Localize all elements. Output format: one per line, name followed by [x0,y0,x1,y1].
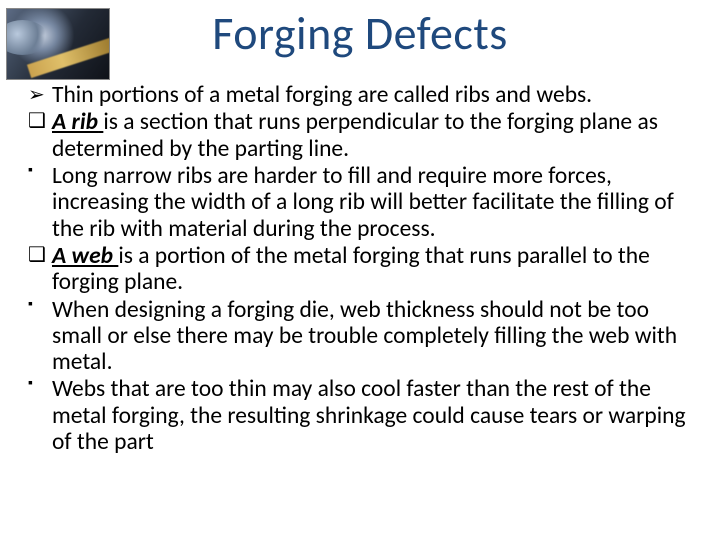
bullet-marker: ▪ [26,162,52,241]
bullet-marker: ▪ [26,375,52,454]
bullet-text-content: is a portion of the metal forging that r… [52,242,650,296]
bullet-text: Thin portions of a metal forging are cal… [52,82,704,108]
bullet-marker: ❑ [26,244,52,297]
bullet-marker: ➢ [26,84,52,110]
bullet-item: ▪Webs that are too thin may also cool fa… [26,376,704,455]
bullet-text-content: Thin portions of a metal forging are cal… [52,81,592,109]
bullet-text: Long narrow ribs are harder to fill and … [52,163,704,242]
bullet-item: ▪When designing a forging die, web thick… [26,297,704,376]
bullet-term: A web [52,242,113,270]
bullet-text: When designing a forging die, web thickn… [52,297,704,376]
slide: Forging Defects ➢Thin portions of a meta… [0,0,720,540]
bullet-text: A rib is a section that runs perpendicul… [52,109,704,162]
bullet-item: ➢Thin portions of a metal forging are ca… [26,82,704,108]
bullet-item: ❑A rib is a section that runs perpendicu… [26,109,704,162]
slide-body: ➢Thin portions of a metal forging are ca… [26,82,704,456]
bullet-item: ▪Long narrow ribs are harder to fill and… [26,163,704,242]
slide-title: Forging Defects [0,6,720,62]
bullet-text-content: Webs that are too thin may also cool fas… [52,375,686,456]
bullet-text-content: is a section that runs perpendicular to … [52,108,658,162]
bullet-marker: ❑ [26,110,52,163]
bullet-text: Webs that are too thin may also cool fas… [52,376,704,455]
bullet-text: A web is a portion of the metal forging … [52,243,704,296]
bullet-text-content: Long narrow ribs are harder to fill and … [52,162,674,243]
bullet-item: ❑A web is a portion of the metal forging… [26,243,704,296]
bullet-marker: ▪ [26,296,52,375]
bullet-term: A rib [52,108,98,136]
bullet-text-content: When designing a forging die, web thickn… [52,296,677,377]
